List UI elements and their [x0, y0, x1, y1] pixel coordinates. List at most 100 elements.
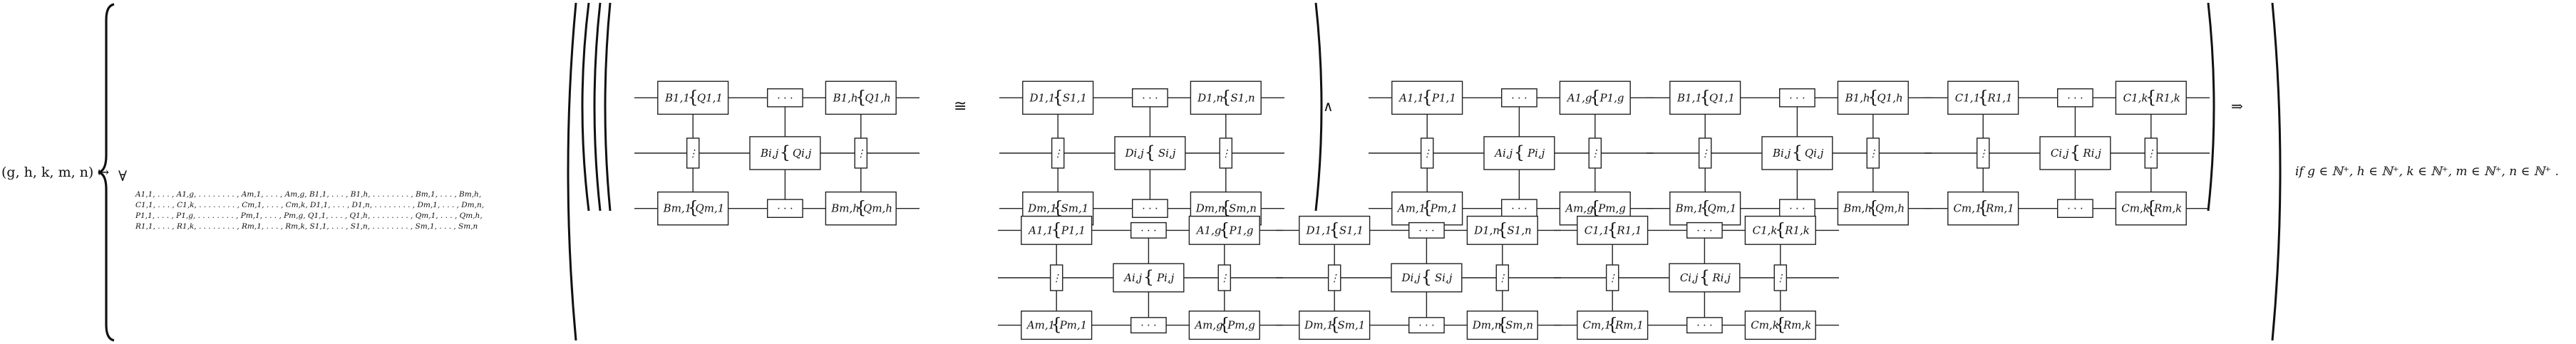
operator-label: Am,g	[1564, 202, 1593, 215]
operator-top-right: C1,k{R1,k	[1744, 215, 1816, 245]
vdots-left-label: ⋮	[1700, 148, 1710, 160]
operator-label: R1,k	[1784, 224, 1810, 236]
operator-label: Cm,k	[2121, 202, 2150, 215]
operator-label: Ri,j	[2082, 147, 2101, 160]
operator-label: Am,1	[1396, 202, 1426, 215]
vdots-left-label: ⋮	[1978, 148, 1988, 160]
operator-box	[1669, 263, 1741, 293]
operator-label: Si,j	[1435, 271, 1453, 284]
vdots-right	[1588, 137, 1602, 169]
operator-box	[1466, 311, 1538, 340]
vdots-left	[1605, 264, 1619, 291]
brace-glyph: {	[1978, 198, 1989, 218]
vdots-left-label: ⋮	[1329, 273, 1339, 284]
brace-glyph: {	[1497, 219, 1508, 239]
operator-box	[1114, 136, 1186, 170]
operator-label: B1,1	[664, 91, 690, 104]
operator-bottom-right: Cm,k{Rm,k	[1744, 311, 1816, 340]
operator-box	[1021, 215, 1093, 245]
operator-bottom-left: Am,1{Pm,1	[1021, 311, 1093, 340]
operator-label: A1,g	[1566, 91, 1592, 104]
wedge-symbol: ∧	[1323, 98, 1334, 115]
operator-box	[1837, 80, 1909, 115]
operator-top-right: B1,h{Q1,h	[825, 80, 897, 115]
brace-glyph: {	[1590, 87, 1600, 107]
operator-label: Bm,h	[830, 202, 860, 215]
operator-label: Dm,1	[1304, 319, 1334, 332]
brace-glyph: {	[1220, 87, 1231, 107]
operator-box	[1947, 191, 2019, 226]
operator-box	[1947, 80, 2019, 115]
operator-label: Rm,k	[1783, 319, 1811, 332]
brace-glyph: {	[1421, 267, 1432, 287]
hdots-bottom-label: · · ·	[1140, 320, 1156, 332]
hdots-bottom-label: · · ·	[1418, 320, 1434, 332]
operator-label: C1,1	[1955, 91, 1980, 104]
brace-glyph: {	[1329, 219, 1340, 239]
hdots-bottom	[1130, 317, 1167, 334]
operator-box	[1577, 215, 1649, 245]
operator-top-left: C1,1{R1,1	[1577, 215, 1649, 245]
hdots-bottom-label: · · ·	[2067, 204, 2083, 215]
brace-glyph: {	[1053, 198, 1063, 218]
operator-label: B1,h	[1845, 91, 1870, 104]
operator-label: Sm,n	[1505, 319, 1533, 332]
hdots-top-label: · · ·	[1140, 225, 1156, 236]
vdots-right	[1495, 264, 1510, 291]
hdots-top-label: · · ·	[1142, 93, 1158, 104]
brace-glyph: {	[1220, 198, 1231, 218]
vdots-right-label: ⋮	[1498, 273, 1508, 284]
hdots-top	[1686, 221, 1723, 239]
grid-BQ: B1,1{Q1,1 B1,h{Q1,hBm,1{Qm,1 Bm,h{Qm,hBi,j…	[1647, 80, 1932, 226]
hdots-bottom	[1686, 317, 1723, 334]
hdots-bottom-label: · · ·	[777, 204, 793, 215]
inner-left-paren-2	[593, 2, 602, 212]
operator-label: Qm,1	[1707, 202, 1736, 215]
operator-center: Ai,j{Pi,j	[1483, 136, 1555, 170]
operator-label: B1,1	[1676, 91, 1702, 104]
brace-glyph: {	[1867, 198, 1878, 218]
vdots-left-label: ⋮	[1607, 273, 1617, 284]
quantifier-line-1: A1,1, . . . , A1,g, . . . . . . . . , Am…	[135, 190, 481, 199]
operator-label: Pm,g	[1227, 319, 1255, 332]
quantifier-list: A1,1, . . . , A1,g, . . . . . . . . , Am…	[135, 190, 484, 231]
operator-top-left: B1,1{Q1,1	[1669, 80, 1741, 115]
operator-label: Q1,h	[865, 91, 890, 104]
vdots-right	[1773, 264, 1788, 291]
hdots-top-label: · · ·	[777, 93, 793, 104]
operator-box	[1744, 311, 1816, 340]
hdots-bottom	[1408, 317, 1445, 334]
operator-label: C1,k	[2123, 91, 2148, 104]
operator-label: Dm,1	[1027, 202, 1057, 215]
operator-box	[657, 191, 729, 226]
operator-label: Sm,n	[1229, 202, 1257, 215]
operator-label: Bm,h	[1843, 202, 1872, 215]
operator-box	[749, 136, 821, 170]
operator-label: Rm,k	[2153, 202, 2182, 215]
hdots-bottom	[1131, 199, 1168, 219]
operator-label: Ri,j	[1711, 271, 1731, 284]
operator-label: Dm,n	[1472, 319, 1502, 332]
operator-label: Bm,1	[663, 202, 692, 215]
operator-bottom-left: Bm,1{Qm,1	[1669, 191, 1741, 226]
operator-label: A1,g	[1195, 224, 1222, 236]
vdots-right-label: ⋮	[1868, 148, 1878, 160]
operator-box	[657, 80, 729, 115]
vdots-left-label: ⋮	[688, 148, 698, 160]
operator-label: D1,n	[1197, 91, 1223, 104]
operator-box	[1391, 263, 1463, 293]
operator-label: D1,1	[1306, 224, 1332, 236]
vdots-right	[1219, 137, 1233, 169]
brace-glyph: {	[1051, 315, 1062, 335]
operator-label: B1,h	[833, 91, 858, 104]
operator-box	[2115, 191, 2187, 226]
operator-label: Bi,j	[760, 147, 779, 160]
vdots-right	[854, 137, 868, 169]
hdots-top-label: · · ·	[1511, 93, 1527, 104]
operator-center: Bi,j{Qi,j	[1761, 136, 1833, 170]
operator-box	[1021, 311, 1093, 340]
operator-label: R1,k	[2155, 91, 2180, 104]
vdots-right-label: ⋮	[1776, 273, 1786, 284]
operator-label: Bi,j	[1772, 147, 1791, 160]
hdots-bottom-label: · · ·	[1789, 204, 1805, 215]
